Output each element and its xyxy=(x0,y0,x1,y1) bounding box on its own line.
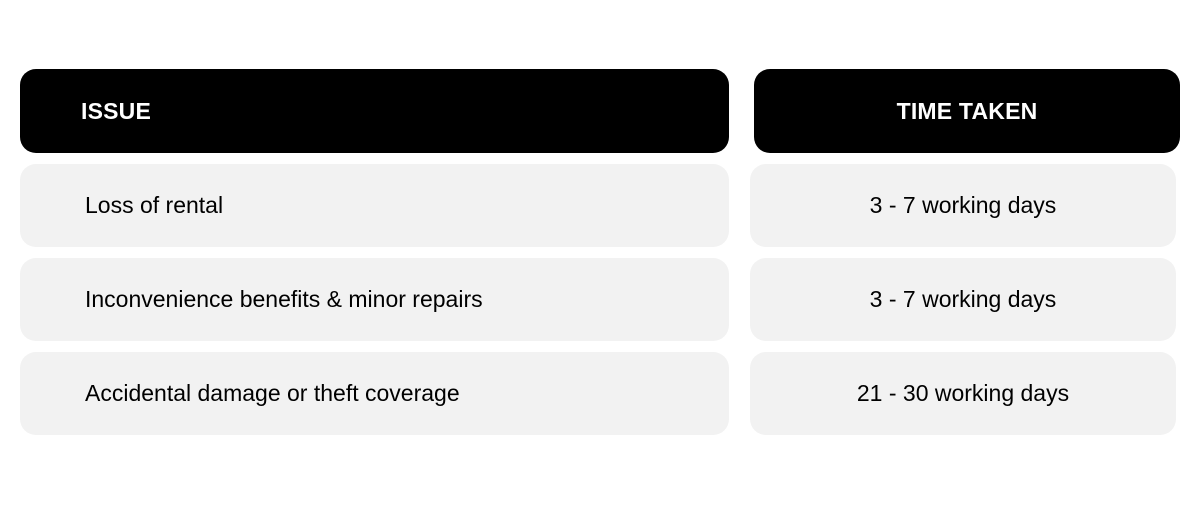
table-row-time: 3 - 7 working days xyxy=(750,258,1176,341)
table-row-issue: Accidental damage or theft coverage xyxy=(20,352,729,435)
table-row-time: 21 - 30 working days xyxy=(750,352,1176,435)
header-issue: ISSUE xyxy=(20,69,729,153)
time-taken-value: 3 - 7 working days xyxy=(869,192,1057,218)
issue-label: Loss of rental xyxy=(85,192,224,218)
issue-label: Accidental damage or theft coverage xyxy=(85,380,460,406)
header-time-taken: TIME TAKEN xyxy=(754,69,1180,153)
table-row-issue: Inconvenience benefits & minor repairs xyxy=(20,258,729,341)
table-row-issue: Loss of rental xyxy=(20,164,729,247)
header-issue-label: ISSUE xyxy=(81,97,152,124)
time-taken-value: 21 - 30 working days xyxy=(856,380,1070,406)
issue-label: Inconvenience benefits & minor repairs xyxy=(85,286,483,312)
table-row-time: 3 - 7 working days xyxy=(750,164,1176,247)
header-time-taken-label: TIME TAKEN xyxy=(896,97,1038,124)
time-taken-value: 3 - 7 working days xyxy=(869,286,1057,312)
